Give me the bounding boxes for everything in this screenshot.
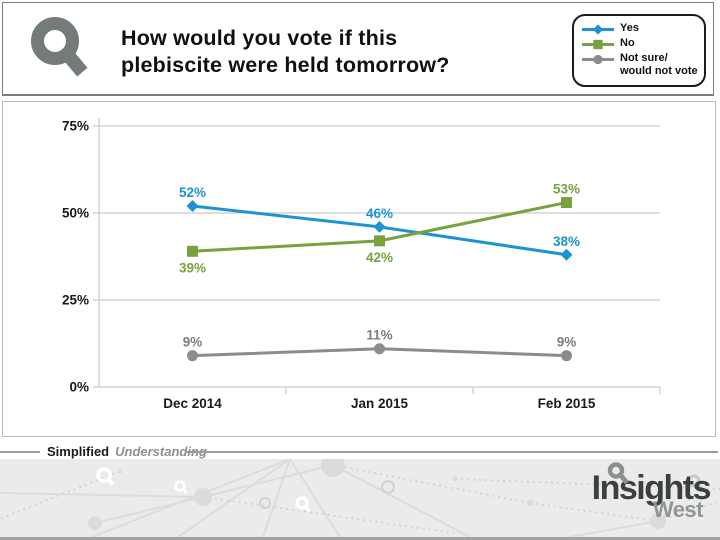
svg-text:75%: 75%: [62, 119, 89, 134]
header: How would you vote if this plebiscite we…: [2, 2, 714, 96]
svg-text:46%: 46%: [366, 206, 393, 221]
svg-text:9%: 9%: [183, 335, 203, 350]
chart-area: 0% 25% 50% 75% Dec 2014 Jan 2015 Feb 2015 52% 46…: [2, 101, 716, 437]
svg-text:25%: 25%: [62, 293, 89, 308]
svg-text:9%: 9%: [557, 335, 577, 350]
svg-text:50%: 50%: [62, 206, 89, 221]
diamond-marker-icon: [582, 24, 614, 35]
svg-text:11%: 11%: [366, 328, 392, 343]
circle-marker-icon: [582, 54, 614, 65]
svg-text:52%: 52%: [179, 185, 206, 200]
legend-item: Yes: [581, 22, 699, 36]
network-pattern: [0, 459, 720, 537]
svg-text:0%: 0%: [69, 380, 89, 395]
tagline: Simplified Understanding: [47, 444, 207, 459]
legend: Yes No Not sure/ would not vote: [572, 14, 706, 87]
magnifier-logo-icon: [31, 17, 88, 77]
poll-line-chart: 0% 25% 50% 75% Dec 2014 Jan 2015 Feb 2015 52% 46…: [62, 118, 661, 411]
legend-item-label: No: [620, 37, 635, 49]
tagline-rule-right: [185, 451, 718, 453]
tagline-bold: Simplified: [47, 444, 110, 459]
svg-text:38%: 38%: [553, 234, 580, 249]
svg-text:Dec 2014: Dec 2014: [163, 396, 222, 411]
brand-magnifier-icon: [607, 462, 629, 485]
bottom-strip: [0, 537, 720, 540]
square-marker-icon: [582, 39, 614, 50]
brand-subname: West: [652, 497, 704, 522]
brand-logo: Insights West: [556, 462, 712, 522]
legend-item-label: Not sure/ would not vote: [620, 52, 698, 77]
legend-item-label: Yes: [620, 22, 639, 34]
legend-item: No: [581, 37, 699, 51]
svg-text:Jan 2015: Jan 2015: [351, 396, 409, 411]
svg-text:Feb 2015: Feb 2015: [538, 396, 596, 411]
tagline-rule-left: [0, 451, 40, 453]
svg-text:42%: 42%: [366, 250, 393, 265]
tagline-light: Understanding: [115, 444, 207, 459]
footer-band: [0, 459, 720, 537]
svg-text:39%: 39%: [179, 260, 206, 275]
legend-item: Not sure/ would not vote: [581, 52, 699, 78]
svg-text:53%: 53%: [553, 182, 580, 197]
slide-title: How would you vote if this plebiscite we…: [121, 26, 450, 77]
